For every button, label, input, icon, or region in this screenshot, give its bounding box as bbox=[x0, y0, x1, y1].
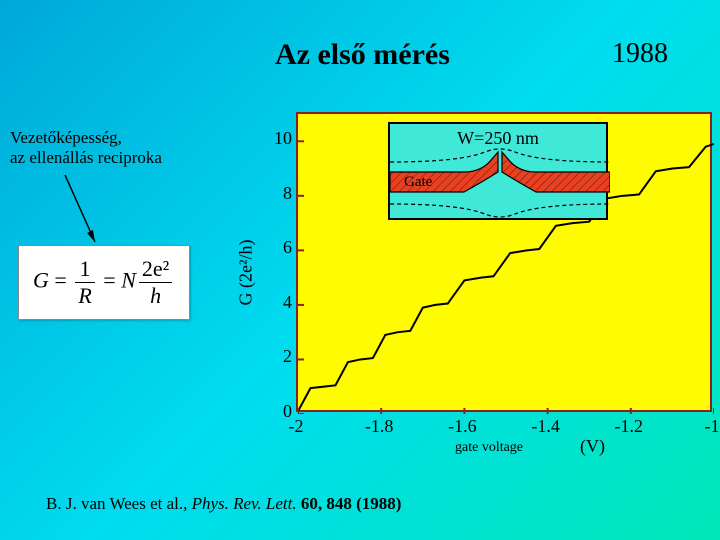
y-tick: 4 bbox=[268, 292, 292, 313]
x-tick: -1.4 bbox=[526, 416, 566, 437]
svg-text:Gate: Gate bbox=[404, 174, 433, 190]
year-label: 1988 bbox=[612, 38, 668, 70]
conductance-note: Vezetőképesség, az ellenállás reciproka bbox=[10, 128, 162, 169]
y-tick: 10 bbox=[268, 128, 292, 149]
gate-schematic: Gate bbox=[390, 124, 610, 222]
x-tick: -2 bbox=[276, 416, 316, 437]
y-tick: 6 bbox=[268, 237, 292, 258]
y-tick: 8 bbox=[268, 183, 292, 204]
note-line1: Vezetőképesség, bbox=[10, 128, 122, 147]
x-tick: -1 bbox=[692, 416, 720, 437]
conductance-formula: G = 1R = N2e²h bbox=[18, 245, 190, 320]
plot-area: W=250 nm Gate bbox=[296, 112, 712, 412]
x-tick: -1.2 bbox=[609, 416, 649, 437]
y-axis-label: G (2e²/h) bbox=[236, 223, 257, 323]
page-title: Az első mérés bbox=[275, 38, 450, 72]
x-tick: -1.6 bbox=[442, 416, 482, 437]
x-axis-unit: (V) bbox=[580, 436, 605, 457]
note-line2: az ellenállás reciproka bbox=[10, 148, 162, 167]
y-tick: 2 bbox=[268, 346, 292, 367]
arrow-icon bbox=[45, 170, 105, 250]
x-tick: -1.8 bbox=[359, 416, 399, 437]
citation-text: B. J. van Wees et al., Phys. Rev. Lett. … bbox=[46, 494, 401, 514]
conductance-chart: W=250 nm Gate G (2e²/h) 0246810 -2-1.8- bbox=[250, 112, 712, 452]
x-axis-label-small: gate voltage bbox=[455, 440, 523, 456]
inset-diagram: W=250 nm Gate bbox=[388, 122, 608, 220]
